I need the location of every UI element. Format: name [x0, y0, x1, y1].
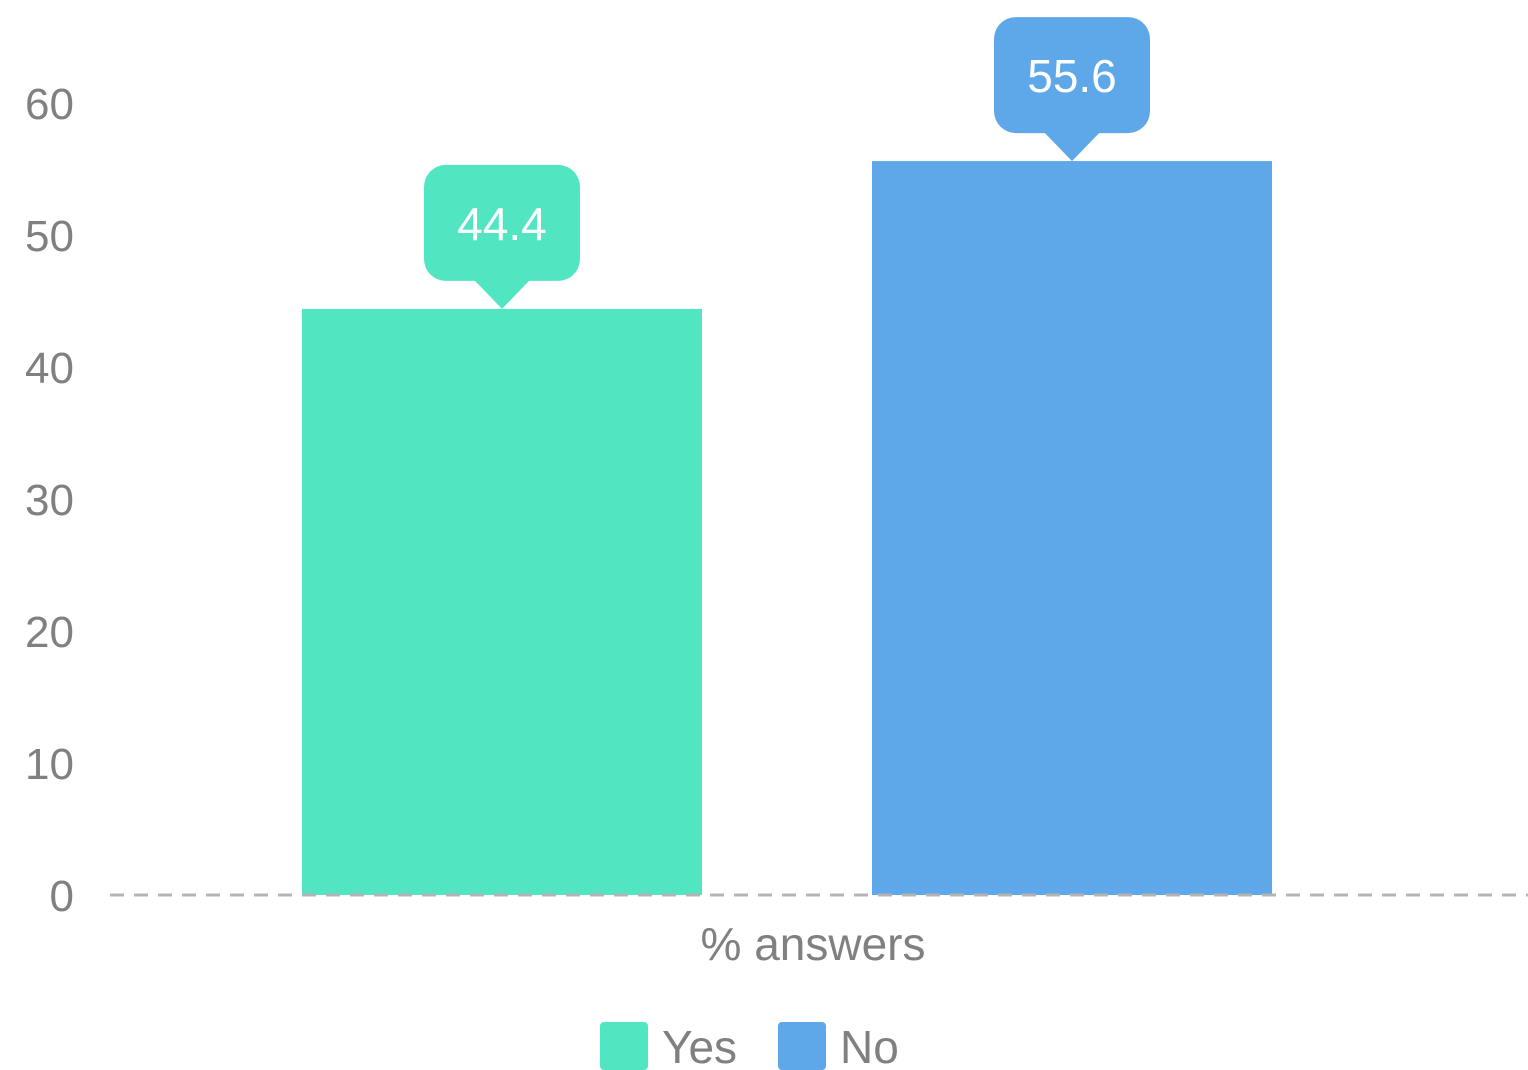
legend-swatch: [600, 1022, 648, 1070]
bar-no[interactable]: [872, 161, 1272, 895]
x-axis-category-label: % answers: [701, 918, 926, 970]
legend-item-no[interactable]: No: [778, 1021, 899, 1070]
data-label-bubble: [424, 164, 580, 281]
y-tick-label: 20: [25, 608, 74, 657]
y-tick-label: 10: [25, 740, 74, 789]
y-tick-label: 60: [25, 80, 74, 129]
y-tick-label: 40: [25, 344, 74, 393]
y-tick-label: 30: [25, 476, 74, 525]
y-tick-label: 50: [25, 212, 74, 261]
data-label-text: 55.6: [1027, 50, 1117, 102]
legend-item-yes[interactable]: Yes: [600, 1021, 737, 1070]
legend-label: Yes: [662, 1021, 737, 1070]
y-tick-label: 0: [50, 872, 74, 921]
y-axis-ticks: 0 10 20 30 40 50 60: [25, 80, 74, 921]
data-label-yes: 44.4: [424, 164, 580, 309]
data-label-text: 44.4: [457, 198, 547, 250]
data-label-no: 55.6: [994, 17, 1150, 162]
data-labels: 44.4 55.6: [424, 17, 1150, 309]
legend-label: No: [840, 1021, 899, 1070]
data-label-bubble: [994, 17, 1150, 134]
legend-swatch: [778, 1022, 826, 1070]
data-label-pointer: [474, 279, 530, 309]
legend: Yes No: [600, 1021, 899, 1070]
bar-yes[interactable]: [302, 308, 702, 895]
bars: [302, 161, 1272, 895]
data-label-pointer: [1044, 132, 1100, 162]
